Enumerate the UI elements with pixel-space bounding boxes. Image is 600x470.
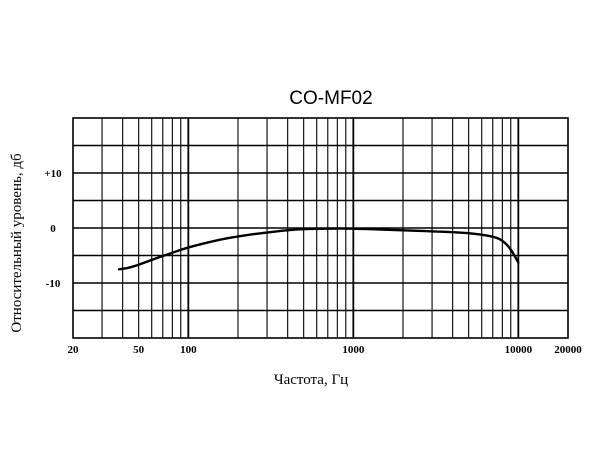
y-tick-label: +10 bbox=[44, 168, 62, 180]
y-tick-label: 0 bbox=[50, 223, 56, 235]
x-tick-label: 100 bbox=[180, 344, 197, 356]
x-tick-labels: 20 50 100 1000 10000 20000 bbox=[68, 344, 583, 356]
x-tick-label: 50 bbox=[133, 344, 145, 356]
x-tick-label: 1000 bbox=[342, 344, 365, 356]
chart-title: CO-MF02 bbox=[289, 88, 372, 109]
x-axis-title: Частота, Гц bbox=[274, 372, 348, 388]
y-tick-labels: +10 0 -10 bbox=[44, 168, 62, 290]
x-tick-label: 20 bbox=[68, 344, 80, 356]
y-axis-title: Относительный уровень, дб bbox=[9, 153, 25, 333]
y-tick-label: -10 bbox=[46, 278, 61, 290]
x-tick-label: 10000 bbox=[505, 344, 533, 356]
response-curve bbox=[117, 227, 520, 271]
series-layer bbox=[117, 227, 520, 271]
x-tick-label: 20000 bbox=[554, 344, 582, 356]
